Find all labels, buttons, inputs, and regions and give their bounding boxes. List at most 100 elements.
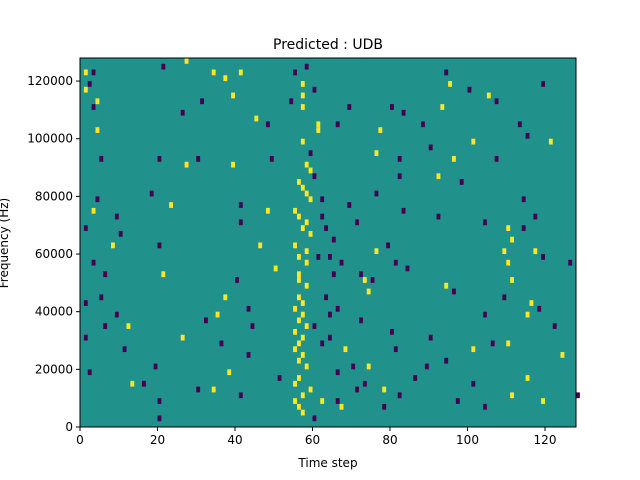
low-cell [320, 340, 325, 347]
x-tick-label: 100 [456, 433, 479, 447]
low-cell [424, 363, 429, 370]
low-cell [401, 207, 406, 214]
low-cell [312, 173, 317, 180]
low-cell [405, 265, 410, 272]
low-cell [347, 202, 352, 208]
low-cell [467, 86, 472, 93]
high-cell [297, 277, 301, 283]
low-cell [91, 69, 96, 76]
high-cell [297, 179, 301, 185]
low-cell [91, 259, 96, 266]
low-cell [246, 352, 251, 358]
low-cell [312, 415, 317, 422]
high-cell [297, 403, 301, 410]
high-cell [308, 167, 313, 174]
high-cell [304, 161, 309, 168]
high-cell [297, 213, 301, 220]
high-cell [510, 392, 514, 399]
high-cell [316, 127, 321, 133]
high-cell [180, 334, 185, 341]
low-cell [459, 179, 464, 185]
high-cell [486, 92, 491, 99]
high-cell [560, 352, 565, 358]
low-cell [238, 202, 243, 208]
high-cell [304, 323, 309, 329]
high-cell [223, 75, 228, 82]
high-cell [502, 248, 507, 255]
high-cell [304, 219, 309, 226]
x-tick-label: 120 [534, 433, 557, 447]
high-cell [254, 115, 259, 122]
low-cell [335, 369, 340, 376]
low-cell [331, 236, 336, 243]
low-cell [204, 317, 208, 324]
high-cell [300, 225, 305, 231]
low-cell [444, 69, 449, 76]
high-cell [297, 271, 301, 278]
low-cell [397, 173, 402, 180]
high-cell [510, 277, 514, 283]
low-cell [355, 386, 359, 393]
low-cell [483, 219, 487, 226]
high-cell [471, 346, 476, 353]
high-cell [374, 248, 379, 255]
high-cell [111, 242, 115, 249]
low-cell [428, 144, 433, 151]
low-cell [452, 288, 456, 295]
chart-title: Predicted : UDB [273, 37, 383, 53]
high-cell [300, 92, 305, 99]
low-cell [91, 104, 96, 110]
low-cell [200, 98, 204, 105]
high-cell [339, 403, 344, 410]
x-tick-label: 40 [227, 433, 242, 447]
low-cell [196, 386, 201, 393]
low-cell [331, 271, 336, 278]
low-cell [502, 294, 507, 301]
high-cell [83, 86, 88, 93]
high-cell [304, 259, 309, 266]
high-cell [297, 294, 301, 301]
low-cell [359, 271, 363, 278]
high-cell [297, 357, 301, 364]
low-cell [238, 219, 243, 226]
low-cell [521, 196, 526, 203]
low-cell [83, 300, 88, 306]
low-cell [324, 294, 328, 301]
low-cell [568, 259, 573, 266]
high-cell [525, 375, 530, 381]
high-cell [525, 311, 530, 318]
high-cell [304, 248, 309, 255]
low-cell [238, 392, 243, 399]
x-tick-label: 0 [76, 433, 84, 447]
high-cell [126, 323, 131, 329]
low-cell [304, 63, 309, 70]
low-cell [490, 340, 495, 347]
high-cell [300, 352, 305, 358]
low-cell [277, 375, 282, 381]
low-cell [393, 346, 398, 353]
high-cell [382, 386, 387, 393]
high-cell [529, 300, 534, 306]
low-cell [324, 225, 328, 231]
heatmap-cells [83, 58, 580, 422]
high-cell [83, 69, 88, 76]
low-cell [533, 213, 538, 220]
high-cell [223, 294, 228, 301]
y-tick-label: 100000 [27, 132, 73, 146]
high-cell [471, 138, 476, 145]
low-cell [83, 334, 88, 341]
low-cell [483, 311, 487, 318]
low-cell [328, 311, 332, 318]
high-cell [300, 311, 305, 318]
high-cell [444, 282, 449, 289]
low-cell [335, 121, 340, 128]
low-cell [250, 323, 255, 329]
high-cell [297, 375, 301, 381]
low-cell [149, 190, 154, 197]
y-axis-label: Frequency (Hz) [0, 198, 11, 289]
low-cell [541, 81, 545, 87]
high-cell [300, 104, 305, 110]
low-cell [370, 277, 375, 283]
y-tick-label: 0 [65, 420, 73, 434]
low-cell [386, 242, 390, 249]
